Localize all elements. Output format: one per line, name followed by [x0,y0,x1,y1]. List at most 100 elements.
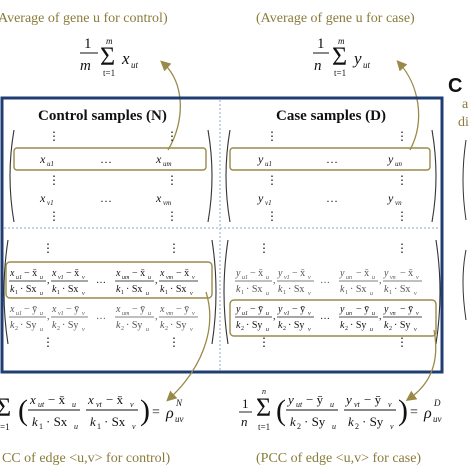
svg-text:n: n [241,414,248,429]
svg-text:v: v [190,327,193,333]
side-fragment-1: a [462,97,469,112]
svg-text:u: u [372,311,375,317]
svg-text:k: k [278,284,283,295]
svg-text:· Sy: · Sy [394,320,410,331]
svg-text:Σ: Σ [100,42,115,71]
svg-text:· Sx: · Sx [46,414,68,429]
svg-text:,: , [47,311,50,322]
svg-text:v: v [82,311,85,317]
svg-text:1: 1 [39,422,43,431]
svg-text:· Sy: · Sy [246,320,262,331]
svg-text:k: k [290,414,296,429]
svg-text:Σ: Σ [256,393,271,422]
svg-text:v: v [308,311,311,317]
svg-text:k: k [32,414,38,429]
svg-text:2: 2 [241,326,244,332]
svg-text:⋮: ⋮ [42,241,54,255]
svg-text:vn: vn [395,199,402,207]
svg-text:− x̄: − x̄ [106,392,124,407]
svg-text:n: n [262,387,266,396]
svg-text:ut: ut [296,400,303,409]
case-highlight-row [229,147,431,171]
svg-text:u: u [370,291,373,297]
case-expression-matrix: ⋮ ⋮ y u1 … y un ⋮ ⋮ y v1 … y vn ⋮ ⋮ [229,129,431,223]
svg-text:⋮: ⋮ [258,241,270,255]
svg-text:vt: vt [96,400,103,409]
svg-text:t=1: t=1 [103,68,115,78]
svg-text:y: y [383,268,389,279]
svg-text:x: x [155,191,162,205]
svg-text:,: , [155,275,158,286]
svg-text:…: … [320,275,330,286]
svg-text:k: k [236,320,241,331]
svg-text:k: k [90,414,96,429]
svg-text:…: … [320,311,330,322]
svg-text:ut: ut [363,60,371,70]
case-normalized-highlight [229,299,437,337]
svg-text:· Sy: · Sy [304,414,326,429]
svg-text:2: 2 [15,326,18,332]
side-fragment-2: di [458,115,469,130]
svg-text:1: 1 [241,290,244,296]
svg-text:u: u [370,327,373,333]
caption-control-mean: Average of gene u for control) [0,11,168,26]
svg-text:vn: vn [390,311,396,317]
svg-text:· Sx: · Sx [104,414,126,429]
svg-text:− x̄: − x̄ [48,392,66,407]
svg-text:x: x [39,152,46,166]
panel-border [0,96,444,374]
svg-text:u: u [330,400,334,409]
svg-text:− x̄: − x̄ [132,268,145,279]
case-samples-header: Case samples (D) [276,108,386,124]
svg-text:um: um [122,275,130,281]
svg-text:2: 2 [121,326,124,332]
svg-text:ut: ut [131,60,139,70]
svg-text:,: , [379,275,382,286]
svg-text:=1: =1 [0,422,10,432]
svg-text:⋮: ⋮ [166,173,178,187]
svg-text:k: k [160,284,165,295]
control-highlight-row [13,147,207,171]
svg-text:x: x [115,304,121,315]
svg-text:⋮: ⋮ [396,209,408,223]
svg-text:,: , [47,275,50,286]
svg-text:− x̄: − x̄ [250,268,263,279]
svg-text:⋮: ⋮ [168,335,180,349]
svg-text:v1: v1 [284,311,290,317]
svg-text:k: k [116,284,121,295]
svg-text:x: x [51,268,57,279]
svg-text:u: u [146,291,149,297]
svg-text:⋮: ⋮ [166,209,178,223]
svg-text:· Sx: · Sx [62,284,78,295]
svg-text:u: u [266,275,269,281]
control-samples-header: Control samples (N) [38,108,167,124]
svg-text:k: k [10,320,15,331]
svg-text:− ȳ: − ȳ [176,304,189,315]
svg-text:v: v [192,275,195,281]
svg-text:u1: u1 [16,311,22,317]
caption-case-pcc: (PCC of edge <u,v> for case) [256,451,421,466]
svg-text:k: k [348,414,354,429]
svg-text:u: u [40,275,43,281]
svg-text:x: x [87,392,94,407]
svg-text:2: 2 [345,326,348,332]
svg-text:u1: u1 [242,275,248,281]
svg-text:m: m [338,36,345,46]
svg-text:· Sx: · Sx [20,284,36,295]
svg-text:· Sy: · Sy [20,320,36,331]
svg-text:v1: v1 [284,275,290,281]
svg-text:…: … [100,152,112,166]
svg-text:· Sy: · Sy [126,320,142,331]
svg-text:2: 2 [355,422,359,431]
svg-text:v: v [82,327,85,333]
svg-text:u: u [148,311,151,317]
svg-text:,: , [273,311,276,322]
svg-text:u: u [40,327,43,333]
svg-text:− x̄: − x̄ [356,268,369,279]
svg-text:⋮: ⋮ [48,173,60,187]
svg-text:⋮: ⋮ [266,173,278,187]
svg-text:k: k [384,284,389,295]
svg-text:⋮: ⋮ [396,335,408,349]
svg-text:− ȳ: − ȳ [132,304,145,315]
